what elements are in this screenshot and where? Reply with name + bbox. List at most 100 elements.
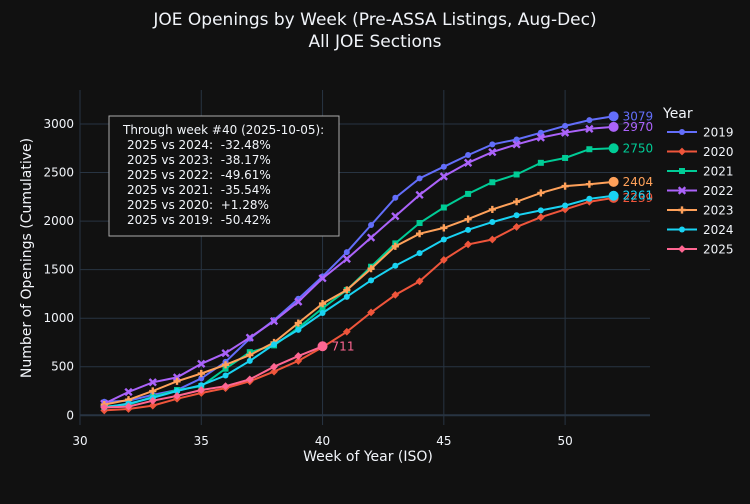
data-point-2022 xyxy=(342,254,351,264)
data-point-2024 xyxy=(174,388,181,395)
data-point-2024 xyxy=(222,372,229,379)
legend-item-2019[interactable]: 2019 xyxy=(667,126,734,140)
data-point-2020 xyxy=(342,327,351,336)
series-line-2023 xyxy=(104,180,614,406)
legend-item-2022[interactable]: 2022 xyxy=(667,184,734,198)
data-point-2023 xyxy=(343,286,351,294)
data-point-2020 xyxy=(391,290,400,299)
legend-swatch-marker xyxy=(678,206,686,214)
data-point-2019 xyxy=(537,129,544,136)
data-point-2024 xyxy=(271,341,278,348)
data-point-2024 xyxy=(586,195,593,202)
legend-label: 2025 xyxy=(703,243,734,257)
data-point-2024 xyxy=(513,212,520,219)
data-point-2021 xyxy=(222,365,229,372)
data-point-2021 xyxy=(416,220,423,227)
legend-swatch-marker xyxy=(677,186,687,195)
data-point-2020 xyxy=(488,235,497,244)
data-point-2019 xyxy=(416,175,423,182)
y-tick-label: 2500 xyxy=(43,166,74,180)
data-point-2021 xyxy=(586,146,593,153)
x-tick-label: 35 xyxy=(194,434,209,448)
series-line-2019 xyxy=(104,115,614,403)
data-point-2020 xyxy=(512,223,521,231)
annotation-line-6: 2025 vs 2019: -50.42% xyxy=(127,213,271,227)
data-point-2025 xyxy=(148,396,157,405)
data-point-2020 xyxy=(536,213,545,222)
data-point-2023 xyxy=(512,198,521,206)
data-point-2023 xyxy=(294,319,302,327)
end-label-2022: 2970 xyxy=(623,120,654,134)
data-point-2022 xyxy=(463,158,473,167)
data-point-2023 xyxy=(221,361,230,369)
series-2022 xyxy=(100,121,619,408)
annotation-line-3: 2025 vs 2022: -49.61% xyxy=(127,168,271,182)
y-tick-label: 2000 xyxy=(43,214,74,228)
data-point-2025 xyxy=(294,352,303,360)
legend-swatch-marker xyxy=(679,129,685,135)
data-point-2022 xyxy=(391,212,400,221)
legend-item-2024[interactable]: 2024 xyxy=(667,223,734,237)
data-point-2024 xyxy=(198,382,205,389)
end-label-2023: 2404 xyxy=(623,175,654,189)
legend-label: 2022 xyxy=(703,184,734,198)
data-point-2024 xyxy=(295,326,302,333)
data-point-2019 xyxy=(465,152,472,159)
data-point-2025 xyxy=(221,382,230,391)
data-point-2023 xyxy=(537,189,545,197)
end-label-2021: 2750 xyxy=(623,141,654,155)
data-point-2023 xyxy=(391,242,399,250)
data-point-2019 xyxy=(368,221,375,228)
x-tick-label: 30 xyxy=(72,434,87,448)
data-point-2022 xyxy=(197,359,206,368)
legend-item-2021[interactable]: 2021 xyxy=(667,165,734,179)
annotation-box: Through week #40 (2025-10-05): 2025 vs 2… xyxy=(108,115,340,237)
y-tick-label: 500 xyxy=(51,360,74,374)
data-point-2022 xyxy=(318,274,327,283)
end-marker-2023 xyxy=(608,176,619,187)
data-point-2023 xyxy=(367,265,375,273)
series-line-2020 xyxy=(104,196,614,412)
x-tick-label: 45 xyxy=(436,434,451,448)
data-point-2021 xyxy=(440,204,447,211)
chart-title: JOE Openings by Week (Pre-ASSA Listings,… xyxy=(152,10,596,30)
legend-swatch-marker xyxy=(679,168,685,174)
data-point-2022 xyxy=(512,140,521,149)
axis-layer: 0 500 1000 1500 2000 2500 3000 30 35 40 45 50 xyxy=(43,117,572,448)
end-label-2019: 3079 xyxy=(623,109,654,123)
data-point-2020 xyxy=(415,277,424,286)
legend-label: 2019 xyxy=(703,126,734,140)
legend[interactable]: Year 2019 2020 2021 2022 2023 2024 2025 xyxy=(662,106,734,257)
data-point-2024 xyxy=(319,310,326,317)
data-point-2022 xyxy=(488,147,497,157)
legend-item-2023[interactable]: 2023 xyxy=(667,204,734,218)
data-point-2019 xyxy=(513,136,520,143)
data-point-2023 xyxy=(149,387,157,395)
annotation-line-2: 2025 vs 2023: -38.17% xyxy=(127,153,271,167)
data-point-2022 xyxy=(439,172,448,181)
legend-item-2025[interactable]: 2025 xyxy=(667,243,734,257)
annotation-line-0: Through week #40 (2025-10-05): xyxy=(122,123,324,137)
data-point-2023 xyxy=(415,230,424,238)
legend-label: 2020 xyxy=(703,145,734,159)
data-point-2025 xyxy=(100,403,109,412)
legend-item-2020[interactable]: 2020 xyxy=(667,145,734,159)
data-point-2022 xyxy=(124,387,133,397)
legend-items[interactable]: 2019 2020 2021 2022 2023 2024 2025 xyxy=(667,126,734,257)
end-marker-2019 xyxy=(608,111,619,122)
data-point-2019 xyxy=(586,117,593,124)
data-point-2024 xyxy=(489,219,496,226)
series-2024 xyxy=(101,190,619,411)
data-point-2021 xyxy=(319,305,326,312)
legend-swatch-marker xyxy=(678,147,686,156)
data-point-2024 xyxy=(465,226,472,233)
data-point-2024 xyxy=(392,262,399,269)
data-point-2023 xyxy=(488,205,496,214)
data-point-2022 xyxy=(415,190,424,200)
data-point-2023 xyxy=(585,180,593,188)
series-layer xyxy=(100,111,619,415)
data-point-2021 xyxy=(537,159,544,166)
data-point-2024 xyxy=(440,236,447,243)
